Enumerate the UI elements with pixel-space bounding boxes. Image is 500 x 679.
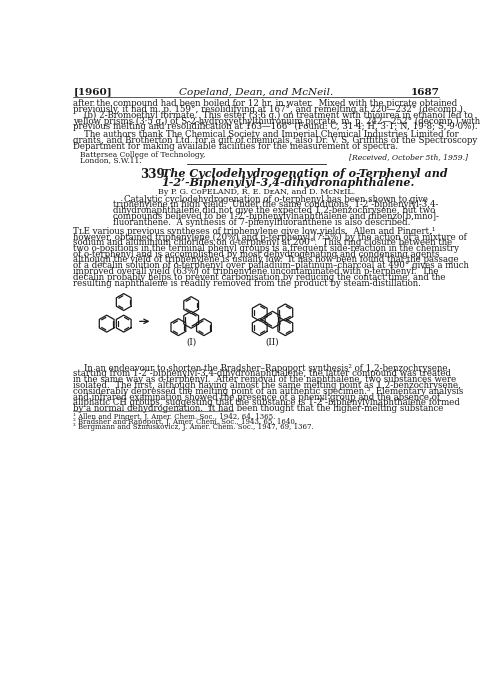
Text: TʟE various previous syntheses of triphenylene give low yields.  Allen and Pinge: TʟE various previous syntheses of triphe…	[74, 227, 436, 236]
Text: 1687: 1687	[410, 88, 439, 96]
Text: previously, it had m. p. 159°, resolidifying at 167°, and remelting at 220—232° : previously, it had m. p. 159°, resolidif…	[74, 105, 466, 114]
Text: sodium and aluminium chlorides on o-terphenyl at 200°.  This ring closure betwee: sodium and aluminium chlorides on o-terp…	[74, 238, 452, 247]
Text: grants, and Brotherton Ltd. for a gift of chemicals, also Dr. V. S. Griffiths of: grants, and Brotherton Ltd. for a gift o…	[74, 136, 477, 145]
Text: improved overall yield (63%) of triphenylene uncontaminated with p-terphenyl.  T: improved overall yield (63%) of tripheny…	[74, 267, 439, 276]
Text: yellow prisms (3·5 g.) of S-2-hydroxyethylthiuronium picrate, m. p. 242—252° (de: yellow prisms (3·5 g.) of S-2-hydroxyeth…	[74, 117, 480, 126]
Text: after the compound had been boiled for 12 hr. in water.  Mixed with the picrate : after the compound had been boiled for 1…	[74, 99, 458, 108]
Text: considerably depressed the melting point of an authentic specimen.³  Elementary : considerably depressed the melting point…	[74, 387, 464, 396]
Text: although the yield of triphenylene is usually low.  It has now been found that t: although the yield of triphenylene is us…	[74, 255, 459, 265]
Text: starting from 1-2’-biphenylyl-3,4-dihydronaphthalene, the latter compound was tr: starting from 1-2’-biphenylyl-3,4-dihydr…	[74, 369, 452, 378]
Text: decalin probably helps to prevent carbonisation by reducing the contact time, an: decalin probably helps to prevent carbon…	[74, 273, 446, 282]
Text: Catalytic cyclodehydrogenation of o-terphenyl has been shown to give: Catalytic cyclodehydrogenation of o-terp…	[113, 195, 428, 204]
Text: [Received, October 5th, 1959.]: [Received, October 5th, 1959.]	[349, 153, 468, 161]
Text: of o-terphenyl and is accomplished by most dehydrogenating and condensing agents: of o-terphenyl and is accomplished by mo…	[74, 250, 440, 259]
Text: Battersea College of Technology,: Battersea College of Technology,	[80, 151, 205, 159]
Text: in the same way as o-terphenyl.  After removal of the naphthalene, two substance: in the same way as o-terphenyl. After re…	[74, 375, 456, 384]
Text: (I): (I)	[186, 337, 196, 346]
Text: The authors thank The Chemical Society and Imperial Chemical Industries Limited : The authors thank The Chemical Society a…	[74, 130, 459, 139]
Text: compounds believed to be 1-2’-biphenylylnaphthalene and dibenzo[b,mno]-: compounds believed to be 1-2’-biphenylyl…	[113, 212, 439, 221]
Text: aliphatic CH groups, suggesting that the substance is 1-2’-biphenylylnaphthalene: aliphatic CH groups, suggesting that the…	[74, 399, 460, 407]
Text: 1-2’-Biphenylyl-3,4-dihydronaphthalene.: 1-2’-Biphenylyl-3,4-dihydronaphthalene.	[162, 177, 415, 188]
Text: 339.: 339.	[140, 168, 169, 181]
Text: of a decalin solution of o-terphenyl over palladium–platinum–charcoal at 490° gi: of a decalin solution of o-terphenyl ove…	[74, 261, 469, 270]
Text: London, S.W.11.: London, S.W.11.	[80, 155, 142, 164]
Text: Department for making available facilities for the measurement of spectra.: Department for making available faciliti…	[74, 142, 398, 151]
Text: By P. G. CᴏPELAND, R. E. DᴇAN, and D. MᴄNᴇIL.: By P. G. CᴏPELAND, R. E. DᴇAN, and D. Mᴄ…	[158, 187, 355, 196]
Text: Copeland, Dean, and McNeil.: Copeland, Dean, and McNeil.	[179, 88, 334, 96]
Text: two o-positions in the terminal phenyl groups is a frequent side-reaction in the: two o-positions in the terminal phenyl g…	[74, 244, 460, 253]
Text: In an endeavour to shorten the Bradsher–Rapoport synthesis² of 1,2-benzochrysene: In an endeavour to shorten the Bradsher–…	[74, 364, 448, 373]
Text: dihydronaphthalene did not give the expected 1,2-benzochrysene, but two: dihydronaphthalene did not give the expe…	[113, 206, 435, 215]
Text: ³ Bergmann and Szmuskovicz, J. Amer. Chem. Soc., 1947, 69, 1367.: ³ Bergmann and Szmuskovicz, J. Amer. Che…	[74, 423, 314, 431]
Text: ¹ Allen and Pingert, J. Amer. Chem. Soc., 1942, 64, 1365.: ¹ Allen and Pingert, J. Amer. Chem. Soc.…	[74, 413, 276, 421]
Text: isolated.  The first, although having almost the same melting point as 1,2-benzo: isolated. The first, although having alm…	[74, 381, 462, 390]
Text: resulting naphthalene is readily removed from the product by steam-distillation.: resulting naphthalene is readily removed…	[74, 278, 421, 288]
Text: The Cyclodehydrogenation of o-Terphenyl and: The Cyclodehydrogenation of o-Terphenyl …	[162, 168, 448, 179]
Text: and infrared examination showed the presence of a phenyl group and the absence o: and infrared examination showed the pres…	[74, 392, 440, 401]
Text: fluoranthene.  A synthesis of 7-phenylfluoranthene is also described.: fluoranthene. A synthesis of 7-phenylflu…	[113, 218, 410, 227]
Text: (II): (II)	[266, 337, 280, 346]
Text: (b) 2-Bromoethyl formate.  This ester (3·6 g.) on treatment with thiourea in eth: (b) 2-Bromoethyl formate. This ester (3·…	[74, 111, 473, 120]
Text: however, obtained triphenylene (20%) and p-terphenyl (7·5%) by the action of a m: however, obtained triphenylene (20%) and…	[74, 232, 467, 242]
Text: triphenylene in high yield.  Under the same conditions, 1-2’-biphenylyl-3,4-: triphenylene in high yield. Under the sa…	[113, 200, 438, 209]
Text: by a normal dehydrogenation.  It had been thought that the higher-melting substa: by a normal dehydrogenation. It had been…	[74, 404, 444, 413]
Text: ² Bradsher and Rapoport, J. Amer. Chem. Soc., 1943, 65, 1640.: ² Bradsher and Rapoport, J. Amer. Chem. …	[74, 418, 298, 426]
Text: previous melting and resolidification at 163—166° (Found: C, 31·4; H, 3·1; N, 19: previous melting and resolidification at…	[74, 122, 478, 132]
Text: [1960]: [1960]	[74, 88, 112, 96]
